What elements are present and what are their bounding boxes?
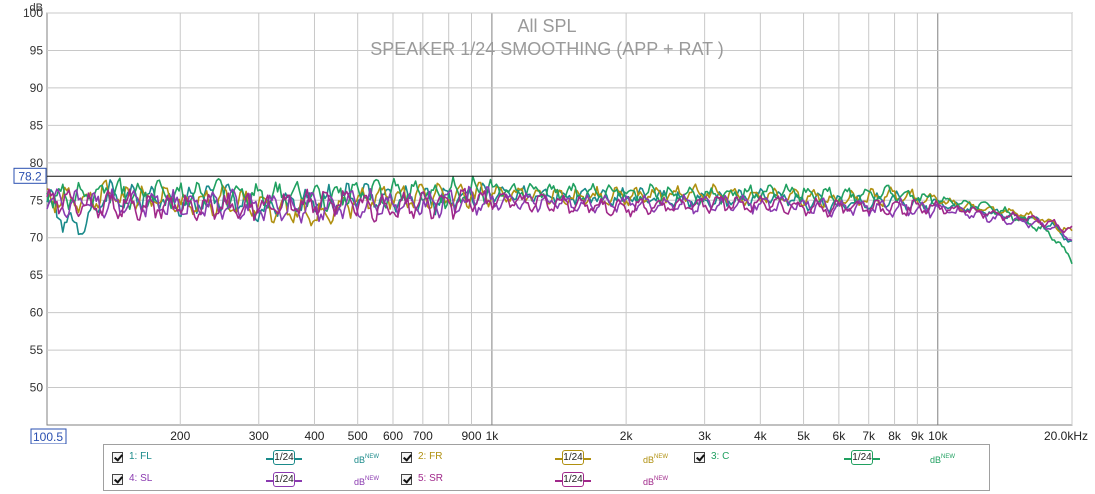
- x-tick-label: 6k: [833, 429, 847, 443]
- series-line-5: [46, 187, 1073, 234]
- legend-label-sr: 5: SR: [418, 473, 444, 484]
- x-tick-label: 5k: [797, 429, 811, 443]
- db-text: dB: [354, 477, 366, 487]
- chart-subtitle: SPEAKER 1/24 SMOOTHING (APP + RAT ): [370, 39, 724, 59]
- checkbox-sl[interactable]: [112, 474, 123, 485]
- legend-label-fl: 1: FL: [129, 451, 152, 462]
- db-text: dB: [930, 455, 942, 465]
- db-button-sr[interactable]: dBNEW: [643, 476, 668, 487]
- db-sup: NEW: [365, 454, 380, 460]
- smoothing-control-sr[interactable]: 1/24: [555, 472, 591, 488]
- x-tick-label: 3k: [698, 429, 712, 443]
- checkbox-fl[interactable]: [112, 452, 123, 463]
- x-tick-label: 1k: [486, 429, 500, 443]
- legend-label-c: 3: C: [711, 451, 730, 462]
- smoothing-label-sl: 1/24: [273, 472, 295, 487]
- series-line-4: [46, 185, 1073, 242]
- db-text: dB: [643, 477, 655, 487]
- y-tick-label: 90: [30, 81, 44, 95]
- db-sup: NEW: [654, 454, 669, 460]
- x-tick-label: 600: [383, 429, 403, 443]
- db-text: dB: [643, 455, 655, 465]
- checkbox-c[interactable]: [694, 452, 705, 463]
- x-tick-label: 200: [170, 429, 190, 443]
- x-start-box: [30, 428, 67, 444]
- smoothing-control-c[interactable]: 1/24: [844, 450, 880, 466]
- smoothing-label-c: 1/24: [851, 450, 873, 465]
- smoothing-control-fl[interactable]: 1/24: [266, 450, 302, 466]
- db-button-fl[interactable]: dBNEW: [354, 454, 379, 465]
- plot-area: [46, 12, 1073, 426]
- db-sup: NEW: [654, 476, 669, 482]
- x-tick-label: 10k: [928, 429, 948, 443]
- db-button-fr[interactable]: dBNEW: [643, 454, 668, 465]
- y-tick-label: 85: [30, 118, 44, 132]
- smoothing-label-sr: 1/24: [562, 472, 584, 487]
- y-tick-label: 75: [30, 193, 44, 207]
- x-tick-label: 900: [461, 429, 481, 443]
- x-tick-label: 500: [348, 429, 368, 443]
- legend-item-sr: 5: SR 1/24 dBNEW: [401, 472, 681, 490]
- checkbox-fr[interactable]: [401, 452, 412, 463]
- smoothing-control-fr[interactable]: 1/24: [555, 450, 591, 466]
- y-tick-label: 100: [23, 6, 43, 20]
- x-tick-label: 300: [249, 429, 269, 443]
- db-text: dB: [354, 455, 366, 465]
- db-sup: NEW: [941, 454, 956, 460]
- smoothing-control-sl[interactable]: 1/24: [266, 472, 302, 488]
- smoothing-label-fl: 1/24: [273, 450, 295, 465]
- smoothing-label-fr: 1/24: [562, 450, 584, 465]
- x-tick-label: 4k: [754, 429, 768, 443]
- x-tick-label: 9k: [911, 429, 925, 443]
- y-tick-label: 95: [30, 43, 44, 57]
- cursor-level-box: [13, 167, 47, 184]
- legend-label-fr: 2: FR: [418, 451, 443, 462]
- y-tick-label: 70: [30, 231, 44, 245]
- x-tick-label: 700: [413, 429, 433, 443]
- y-tick-label: 80: [30, 156, 44, 170]
- legend-item-fl: 1: FL 1/24 dBNEW: [112, 450, 392, 468]
- legend-item-sl: 4: SL 1/24 dBNEW: [112, 472, 392, 490]
- x-tick-label: 7k: [862, 429, 876, 443]
- db-button-sl[interactable]: dBNEW: [354, 476, 379, 487]
- checkbox-sr[interactable]: [401, 474, 412, 485]
- cursor-level-label: 78.2: [18, 169, 42, 183]
- chart-title: All SPL: [517, 16, 576, 36]
- y-tick-label: 55: [30, 343, 44, 357]
- db-button-c[interactable]: dBNEW: [930, 454, 955, 465]
- x-tick-label: 20.0kHz: [1044, 429, 1088, 443]
- legend-item-fr: 2: FR 1/24 dBNEW: [401, 450, 681, 468]
- x-tick-label: 2k: [620, 429, 634, 443]
- legend-label-sl: 4: SL: [129, 473, 153, 484]
- x-tick-label: 8k: [888, 429, 902, 443]
- db-sup: NEW: [365, 476, 380, 482]
- y-tick-label: 65: [30, 268, 44, 282]
- y-tick-label: 50: [30, 381, 44, 395]
- x-tick-label: 400: [304, 429, 324, 443]
- x-start-label: 100.5: [33, 430, 63, 444]
- legend-item-c: 3: C 1/24 dBNEW: [694, 450, 974, 468]
- y-tick-label: 60: [30, 306, 44, 320]
- y-axis-label: dB: [30, 2, 43, 14]
- legend-panel: 1: FL 1/24 dBNEW 2: FR 1/24 dBNEW 3: C 1…: [103, 444, 990, 491]
